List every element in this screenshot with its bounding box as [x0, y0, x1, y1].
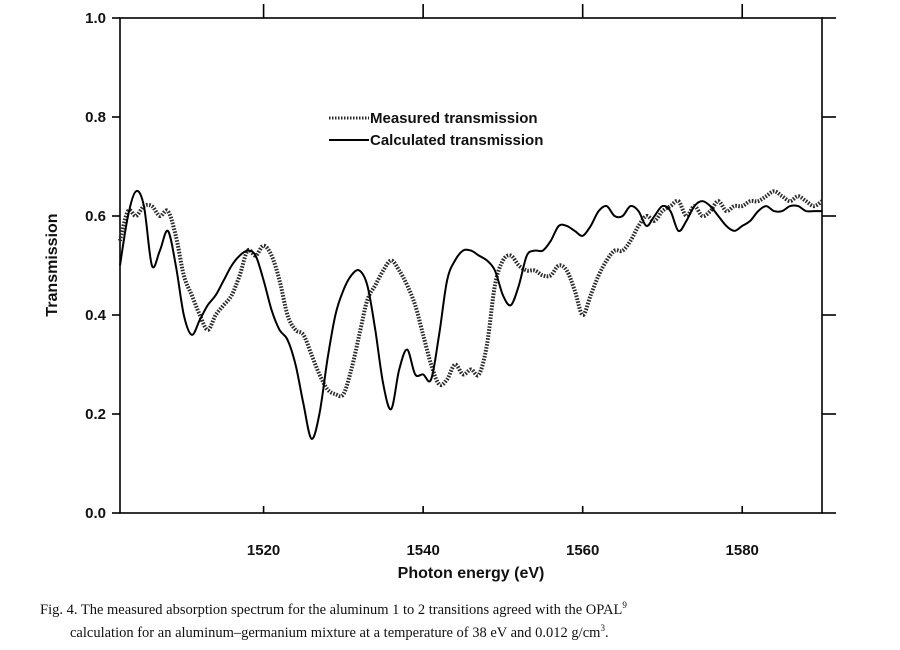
y-tick-label: 1.0	[85, 10, 106, 27]
y-tick-labels: 0.0 0.2 0.4 0.6 0.8 1.0	[85, 10, 107, 522]
x-tick-label: 1540	[406, 542, 439, 559]
caption-line-2: calculation for an aluminum–germanium mi…	[40, 619, 870, 642]
legend-label-calculated: Calculated transmission	[370, 132, 543, 149]
caption-line-2-text: calculation for an aluminum–germanium mi…	[70, 624, 601, 641]
x-tick-label: 1580	[726, 542, 759, 559]
y-tick-label: 0.8	[85, 109, 106, 126]
x-axis-title: Photon energy (eV)	[398, 565, 545, 582]
legend: Measured transmission Calculated transmi…	[329, 110, 543, 149]
x-tick-labels: 1520 1540 1560 1580	[247, 542, 759, 559]
caption-line-1-sup: 9	[622, 600, 627, 610]
legend-label-measured: Measured transmission	[370, 110, 538, 127]
caption-line-1-text: Fig. 4. The measured absorption spectrum…	[40, 601, 623, 618]
series-line-calculated	[119, 189, 822, 440]
series-layer	[118, 189, 824, 440]
caption-line-2-end: .	[604, 624, 609, 641]
y-tick-label: 0.2	[85, 406, 106, 423]
caption-line-1: Fig. 4. The measured absorption spectrum…	[40, 596, 870, 619]
y-tick-label: 0.4	[85, 307, 107, 324]
y-tick-label: 0.0	[85, 505, 106, 522]
y-tick-label: 0.6	[85, 208, 106, 225]
series-line-measured	[118, 189, 824, 399]
plot-frame	[119, 17, 823, 514]
figure-caption: Fig. 4. The measured absorption spectrum…	[40, 596, 870, 642]
y-axis-title: Transmission	[44, 213, 61, 316]
x-tick-label: 1560	[566, 542, 599, 559]
axis-ticks	[112, 4, 836, 514]
caption-line-2-sup: 3	[600, 622, 605, 633]
x-tick-label: 1520	[247, 542, 280, 559]
